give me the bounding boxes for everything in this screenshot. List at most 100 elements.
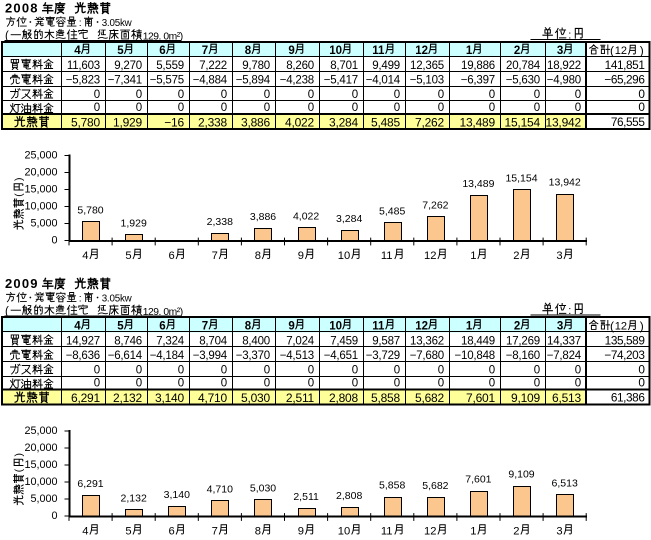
svg-text:0: 0	[221, 364, 227, 376]
svg-text:0: 0	[221, 102, 227, 114]
svg-text:19,886: 19,886	[461, 60, 495, 72]
svg-text:−8,636: −8,636	[66, 350, 100, 362]
svg-text:1,929: 1,929	[113, 115, 143, 129]
svg-text:18,449: 18,449	[461, 335, 495, 347]
svg-text:0: 0	[534, 377, 540, 389]
svg-text:11: 11	[381, 525, 393, 537]
svg-text:(: (	[13, 193, 25, 197]
svg-text:61,386: 61,386	[611, 390, 646, 404]
svg-text:0: 0	[352, 89, 358, 101]
svg-text:3,284: 3,284	[336, 213, 362, 225]
svg-text:2: 2	[514, 321, 520, 333]
svg-text:5: 5	[125, 525, 131, 537]
svg-text:5,485: 5,485	[379, 205, 405, 217]
svg-text:): )	[13, 453, 25, 457]
svg-text:−7,824: −7,824	[547, 350, 582, 362]
svg-text:0: 0	[534, 364, 540, 376]
svg-text:10: 10	[338, 250, 350, 262]
svg-text:0: 0	[394, 364, 400, 376]
svg-text:10: 10	[338, 525, 350, 537]
svg-text:3,140: 3,140	[164, 489, 190, 501]
svg-text:6,291: 6,291	[77, 478, 103, 490]
svg-text:141,851: 141,851	[605, 58, 645, 72]
svg-text:0: 0	[94, 364, 100, 376]
svg-text::: :	[79, 17, 82, 29]
svg-text:0: 0	[178, 102, 184, 114]
svg-text:−4,014: −4,014	[366, 74, 401, 86]
svg-text:15,000: 15,000	[24, 459, 57, 471]
svg-text:0: 0	[308, 364, 314, 376]
svg-text:0: 0	[394, 89, 400, 101]
svg-text:7,459: 7,459	[330, 335, 358, 347]
svg-text:7,324: 7,324	[156, 335, 185, 347]
svg-text:14,927: 14,927	[66, 335, 100, 347]
svg-text:0: 0	[264, 89, 270, 101]
svg-text:7,222: 7,222	[199, 60, 227, 72]
svg-text:2008: 2008	[5, 1, 39, 16]
svg-text:0: 0	[178, 89, 184, 101]
svg-text:3: 3	[557, 321, 563, 333]
svg-text:−4,184: −4,184	[150, 350, 185, 362]
svg-text:5,682: 5,682	[422, 480, 448, 492]
svg-text:0: 0	[575, 364, 581, 376]
svg-text:0: 0	[178, 377, 184, 389]
svg-text:0: 0	[352, 102, 358, 114]
svg-text:−8,160: −8,160	[506, 350, 540, 362]
svg-text:13,489: 13,489	[462, 178, 494, 190]
svg-text:5,780: 5,780	[71, 115, 101, 129]
svg-text:1: 1	[470, 250, 476, 262]
svg-text:): )	[13, 178, 25, 182]
svg-text::: :	[568, 305, 571, 317]
svg-text:2,808: 2,808	[329, 391, 359, 405]
svg-text:0: 0	[178, 364, 184, 376]
svg-text:−5,575: −5,575	[150, 74, 184, 86]
svg-text:0: 0	[575, 89, 581, 101]
svg-text:3: 3	[556, 525, 562, 537]
svg-text:0: 0	[94, 377, 100, 389]
svg-text:9: 9	[288, 321, 294, 333]
svg-text:0: 0	[94, 102, 100, 114]
svg-text:4,022: 4,022	[293, 210, 319, 222]
svg-text:−4,513: −4,513	[280, 350, 314, 362]
svg-text:17,269: 17,269	[506, 335, 540, 347]
svg-text:12: 12	[415, 45, 428, 57]
svg-text:−5,103: −5,103	[410, 74, 444, 86]
svg-text:(: (	[610, 43, 614, 57]
svg-text:2: 2	[514, 45, 520, 57]
svg-text:0: 0	[264, 377, 270, 389]
svg-text:13,942: 13,942	[549, 177, 581, 189]
svg-text:0: 0	[94, 89, 100, 101]
svg-text:−3,994: −3,994	[193, 350, 228, 362]
svg-text:0: 0	[136, 89, 142, 101]
svg-text:−65,296: −65,296	[604, 72, 645, 86]
svg-text:5,030: 5,030	[250, 482, 276, 494]
svg-text:0: 0	[308, 102, 314, 114]
svg-text:2,338: 2,338	[198, 115, 228, 129]
svg-text:0: 0	[489, 377, 495, 389]
svg-text:5,559: 5,559	[156, 60, 184, 72]
svg-text:25,000: 25,000	[24, 150, 57, 162]
svg-text:135,589: 135,589	[605, 333, 645, 347]
svg-text:0: 0	[638, 100, 645, 114]
svg-text:9: 9	[288, 45, 294, 57]
svg-text:20,000: 20,000	[24, 167, 57, 179]
svg-text:−4,884: −4,884	[193, 74, 228, 86]
svg-text:129. 0m²): 129. 0m²)	[143, 307, 183, 318]
svg-text:0: 0	[51, 235, 57, 247]
svg-text:0: 0	[534, 102, 540, 114]
svg-text:6: 6	[159, 321, 165, 333]
svg-text:5,682: 5,682	[415, 391, 445, 405]
svg-text:4,022: 4,022	[285, 115, 315, 129]
svg-text:−6,614: −6,614	[108, 350, 143, 362]
svg-text:3,886: 3,886	[241, 115, 271, 129]
svg-text:6: 6	[169, 525, 175, 537]
svg-text:3,140: 3,140	[155, 391, 185, 405]
svg-text::: :	[568, 29, 571, 41]
svg-text:7: 7	[212, 525, 218, 537]
svg-text:0: 0	[394, 102, 400, 114]
svg-text:0: 0	[136, 377, 142, 389]
svg-text:7: 7	[202, 45, 208, 57]
svg-text:2: 2	[513, 525, 519, 537]
svg-text:14,337: 14,337	[547, 335, 581, 347]
svg-text:0: 0	[394, 377, 400, 389]
